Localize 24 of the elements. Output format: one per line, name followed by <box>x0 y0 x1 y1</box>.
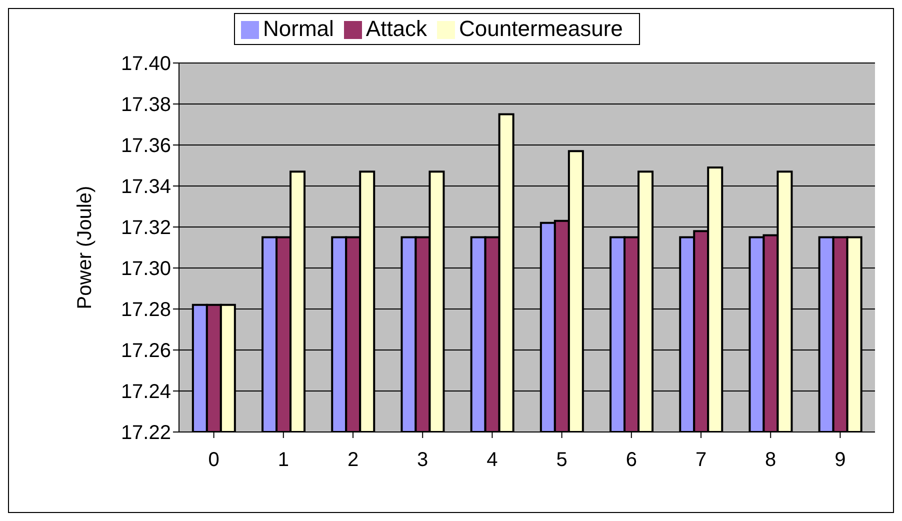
x-tick-label: 8 <box>765 449 776 472</box>
x-tick-label: 4 <box>486 449 498 472</box>
x-tick-label: 5 <box>556 449 568 472</box>
y-tick-label: 17.26 <box>120 340 171 362</box>
y-tick-label: 17.34 <box>120 176 171 198</box>
x-tick-label: 1 <box>278 449 289 472</box>
legend-label: Attack <box>366 16 428 41</box>
y-tick-label: 17.38 <box>120 94 171 116</box>
y-tick-label: 17.32 <box>120 217 171 240</box>
x-tick-label: 2 <box>347 449 359 472</box>
y-tick-label: 17.24 <box>120 381 171 404</box>
y-tick-label: 17.40 <box>120 53 171 76</box>
x-tick-label: 3 <box>417 449 428 472</box>
y-tick-label: 17.28 <box>120 299 171 322</box>
x-tick-label: 7 <box>695 449 707 472</box>
y-tick-label: 17.22 <box>120 422 171 444</box>
y-axis-title: Power (Joule) <box>74 186 96 310</box>
y-tick-label: 17.30 <box>120 258 171 280</box>
x-tick-label: 9 <box>834 449 846 472</box>
x-tick-label: 6 <box>626 449 637 472</box>
legend-label: Normal <box>263 16 334 41</box>
y-tick-label: 17.36 <box>120 135 171 158</box>
x-tick-label: 0 <box>208 449 220 472</box>
legend-label: Countermeasure <box>459 16 623 41</box>
